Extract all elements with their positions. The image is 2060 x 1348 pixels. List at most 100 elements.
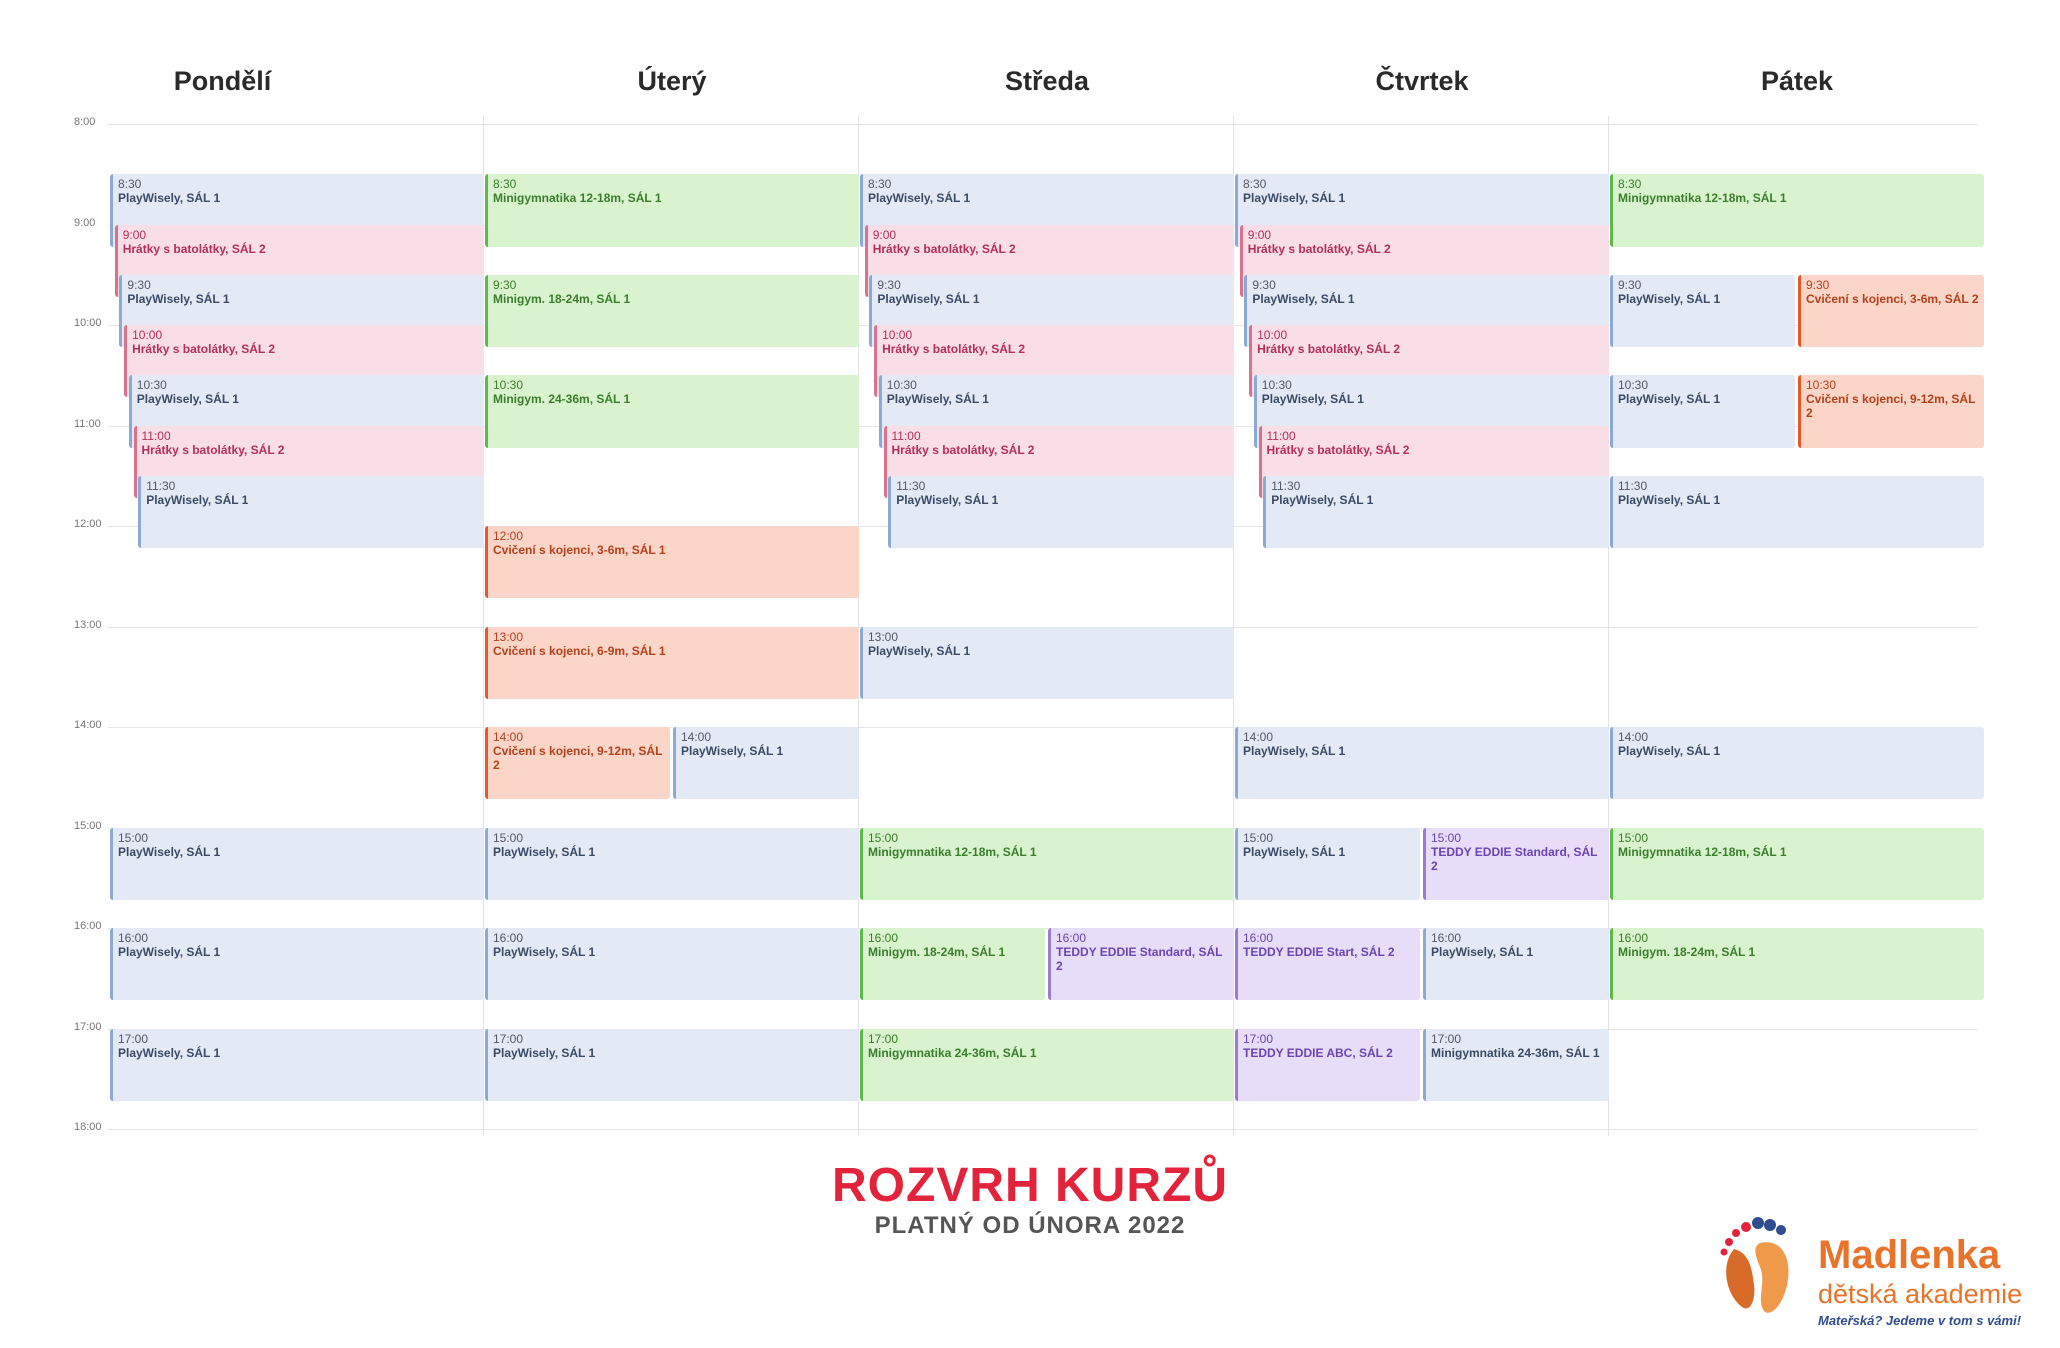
course-event[interactable]: 15:00 PlayWisely, SÁL 1 <box>485 827 859 900</box>
logo-subtitle: dětská akademie <box>1818 1279 2023 1309</box>
time-label: 11:00 <box>74 417 101 430</box>
course-event[interactable]: 14:00 Cvičení s kojenci, 9-12m, SÁL 2 <box>485 727 670 800</box>
event-time: 11:30 <box>146 478 176 493</box>
event-name: Cvičení s kojenci, 3-6m, SÁL 2 <box>1806 291 1979 306</box>
time-label: 8:00 <box>74 116 96 128</box>
course-event[interactable]: 16:00 TEDDY EDDIE Start, SÁL 2 <box>1235 928 1420 1001</box>
event-name: Hrátky s batolátky, SÁL 2 <box>872 241 1016 256</box>
event-name: PlayWisely, SÁL 1 <box>493 945 596 959</box>
time-label: 17:00 <box>74 1020 102 1033</box>
course-event[interactable]: 10:30 PlayWisely, SÁL 1 <box>1610 375 1795 448</box>
event-time: 10:30 <box>1618 378 1649 393</box>
course-event[interactable]: 8:30 Minigymnatika 12-18m, SÁL 1 <box>1610 174 1984 247</box>
course-event[interactable]: 9:30 Cvičení s kojenci, 3-6m, SÁL 2 <box>1798 274 1984 348</box>
course-event[interactable]: 13:00 Cvičení s kojenci, 6-9m, SÁL 1 <box>485 626 859 699</box>
event-time: 10:30 <box>1261 378 1292 393</box>
event-time: 12:00 <box>493 529 524 543</box>
event-time: 9:30 <box>1252 277 1276 292</box>
day-header: Středa <box>1004 66 1090 96</box>
event-time: 10:30 <box>493 378 524 393</box>
event-name: PlayWisely, SÁL 1 <box>1271 492 1374 507</box>
event-name: Hrátky s batolátky, SÁL 2 <box>882 342 1026 356</box>
course-event[interactable]: 11:30 PlayWisely, SÁL 1 <box>1610 475 1984 549</box>
course-event[interactable]: 15:00 PlayWisely, SÁL 1 <box>1235 827 1420 900</box>
event-name: PlayWisely, SÁL 1 <box>493 844 596 859</box>
event-time: 10:00 <box>882 328 913 342</box>
course-event[interactable]: 17:00 Minigymnatika 24-36m, SÁL 1 <box>860 1028 1234 1101</box>
course-event[interactable]: 10:30 Minigym. 24-36m, SÁL 1 <box>485 375 859 448</box>
course-event[interactable]: 17:00 TEDDY EDDIE ABC, SÁL 2 <box>1235 1028 1420 1101</box>
event-time: 10:30 <box>136 378 167 393</box>
course-event[interactable]: 17:00 PlayWisely, SÁL 1 <box>485 1028 859 1101</box>
course-event[interactable]: 11:30 PlayWisely, SÁL 1 <box>888 475 1234 549</box>
event-time: 10:00 <box>1257 328 1288 342</box>
event-name: Minigym. 18-24m, SÁL 1 <box>1618 945 1756 959</box>
course-event[interactable]: 8:30 Minigymnatika 12-18m, SÁL 1 <box>485 174 859 247</box>
event-name: Minigymnatika 12-18m, SÁL 1 <box>868 844 1037 859</box>
course-event[interactable]: 9:30 Minigym. 18-24m, SÁL 1 <box>485 274 859 348</box>
event-time: 11:00 <box>1266 428 1296 443</box>
event-name: Hrátky s batolátky, SÁL 2 <box>1247 241 1391 256</box>
time-label: 10:00 <box>74 317 102 329</box>
course-event[interactable]: 14:00 PlayWisely, SÁL 1 <box>1610 727 1984 800</box>
course-event[interactable]: 10:30 Cvičení s kojenci, 9-12m, SÁL 2 <box>1798 375 1984 448</box>
event-name: PlayWisely, SÁL 1 <box>118 945 221 959</box>
event-name: PlayWisely, SÁL 1 <box>1618 492 1721 507</box>
course-event[interactable]: 11:30 PlayWisely, SÁL 1 <box>138 475 484 549</box>
event-time: 17:00 <box>1243 1031 1274 1046</box>
course-event[interactable]: 11:30 PlayWisely, SÁL 1 <box>1263 475 1609 549</box>
event-time: 11:30 <box>896 478 926 493</box>
time-label: 14:00 <box>74 719 102 731</box>
course-event[interactable]: 16:00 Minigym. 18-24m, SÁL 1 <box>1610 928 1984 1001</box>
logo: Madlenka dětská akademie Mateřská? Jedem… <box>1710 1215 2040 1330</box>
time-label: 9:00 <box>74 216 96 229</box>
day-header: Pátek <box>1760 66 1834 96</box>
event-name: Minigym. 18-24m, SÁL 1 <box>493 291 631 306</box>
course-event[interactable]: 17:00 Minigymnatika 24-36m, SÁL 1 <box>1423 1028 1609 1101</box>
event-time: 15:00 <box>493 830 524 845</box>
event-time: 8:30 <box>1618 177 1642 192</box>
event-name: PlayWisely, SÁL 1 <box>877 291 980 306</box>
course-event[interactable]: 14:00 PlayWisely, SÁL 1 <box>673 727 859 800</box>
event-time: 16:00 <box>1618 931 1649 945</box>
course-event[interactable]: 17:00 PlayWisely, SÁL 1 <box>110 1028 484 1101</box>
course-event[interactable]: 15:00 TEDDY EDDIE Standard, SÁL 2 <box>1423 827 1609 900</box>
course-event[interactable]: 15:00 PlayWisely, SÁL 1 <box>110 827 484 900</box>
course-event[interactable]: 15:00 Minigymnatika 12-18m, SÁL 1 <box>860 827 1234 900</box>
event-name: Cvičení s kojenci, 9-12m, SÁL 2 <box>493 744 663 772</box>
event-time: 11:30 <box>1618 478 1648 493</box>
event-time: 9:30 <box>127 277 151 292</box>
course-event[interactable]: 16:00 PlayWisely, SÁL 1 <box>1423 928 1609 1001</box>
event-name: Minigymnatika 12-18m, SÁL 1 <box>493 191 662 206</box>
event-name: Hrátky s batolátky, SÁL 2 <box>1266 442 1410 457</box>
event-time: 9:30 <box>1618 277 1642 292</box>
event-time: 11:00 <box>891 428 921 443</box>
event-name: PlayWisely, SÁL 1 <box>1618 392 1721 407</box>
course-event[interactable]: 16:00 TEDDY EDDIE Standard, SÁL 2 <box>1048 928 1234 1001</box>
course-event[interactable]: 15:00 Minigymnatika 12-18m, SÁL 1 <box>1610 827 1984 900</box>
event-name: PlayWisely, SÁL 1 <box>118 844 221 859</box>
course-event[interactable]: 16:00 PlayWisely, SÁL 1 <box>110 928 484 1001</box>
course-event[interactable]: 9:30 PlayWisely, SÁL 1 <box>1610 274 1795 348</box>
time-label: 16:00 <box>74 920 102 932</box>
course-event[interactable]: 14:00 PlayWisely, SÁL 1 <box>1235 727 1609 800</box>
course-event[interactable]: 12:00 Cvičení s kojenci, 3-6m, SÁL 1 <box>485 526 859 599</box>
event-time: 9:00 <box>122 227 147 242</box>
course-event[interactable]: 16:00 PlayWisely, SÁL 1 <box>485 928 859 1001</box>
day-header: Čtvrtek <box>1375 66 1469 96</box>
event-name: Hrátky s batolátky, SÁL 2 <box>891 442 1035 457</box>
event-time: 17:00 <box>118 1031 149 1046</box>
event-name: Cvičení s kojenci, 3-6m, SÁL 1 <box>493 543 666 557</box>
event-name: Minigym. 18-24m, SÁL 1 <box>868 945 1006 959</box>
event-name: PlayWisely, SÁL 1 <box>118 1045 221 1060</box>
event-time: 16:00 <box>118 931 149 945</box>
event-name: PlayWisely, SÁL 1 <box>493 1045 596 1060</box>
event-name: PlayWisely, SÁL 1 <box>1243 844 1346 859</box>
event-time: 13:00 <box>493 629 524 644</box>
event-time: 16:00 <box>1431 931 1462 945</box>
course-event[interactable]: 16:00 Minigym. 18-24m, SÁL 1 <box>860 928 1045 1001</box>
event-name: Hrátky s batolátky, SÁL 2 <box>1257 342 1401 356</box>
day-separator <box>1608 116 1609 1136</box>
event-name: PlayWisely, SÁL 1 <box>1243 744 1346 758</box>
course-event[interactable]: 13:00 PlayWisely, SÁL 1 <box>860 626 1234 699</box>
